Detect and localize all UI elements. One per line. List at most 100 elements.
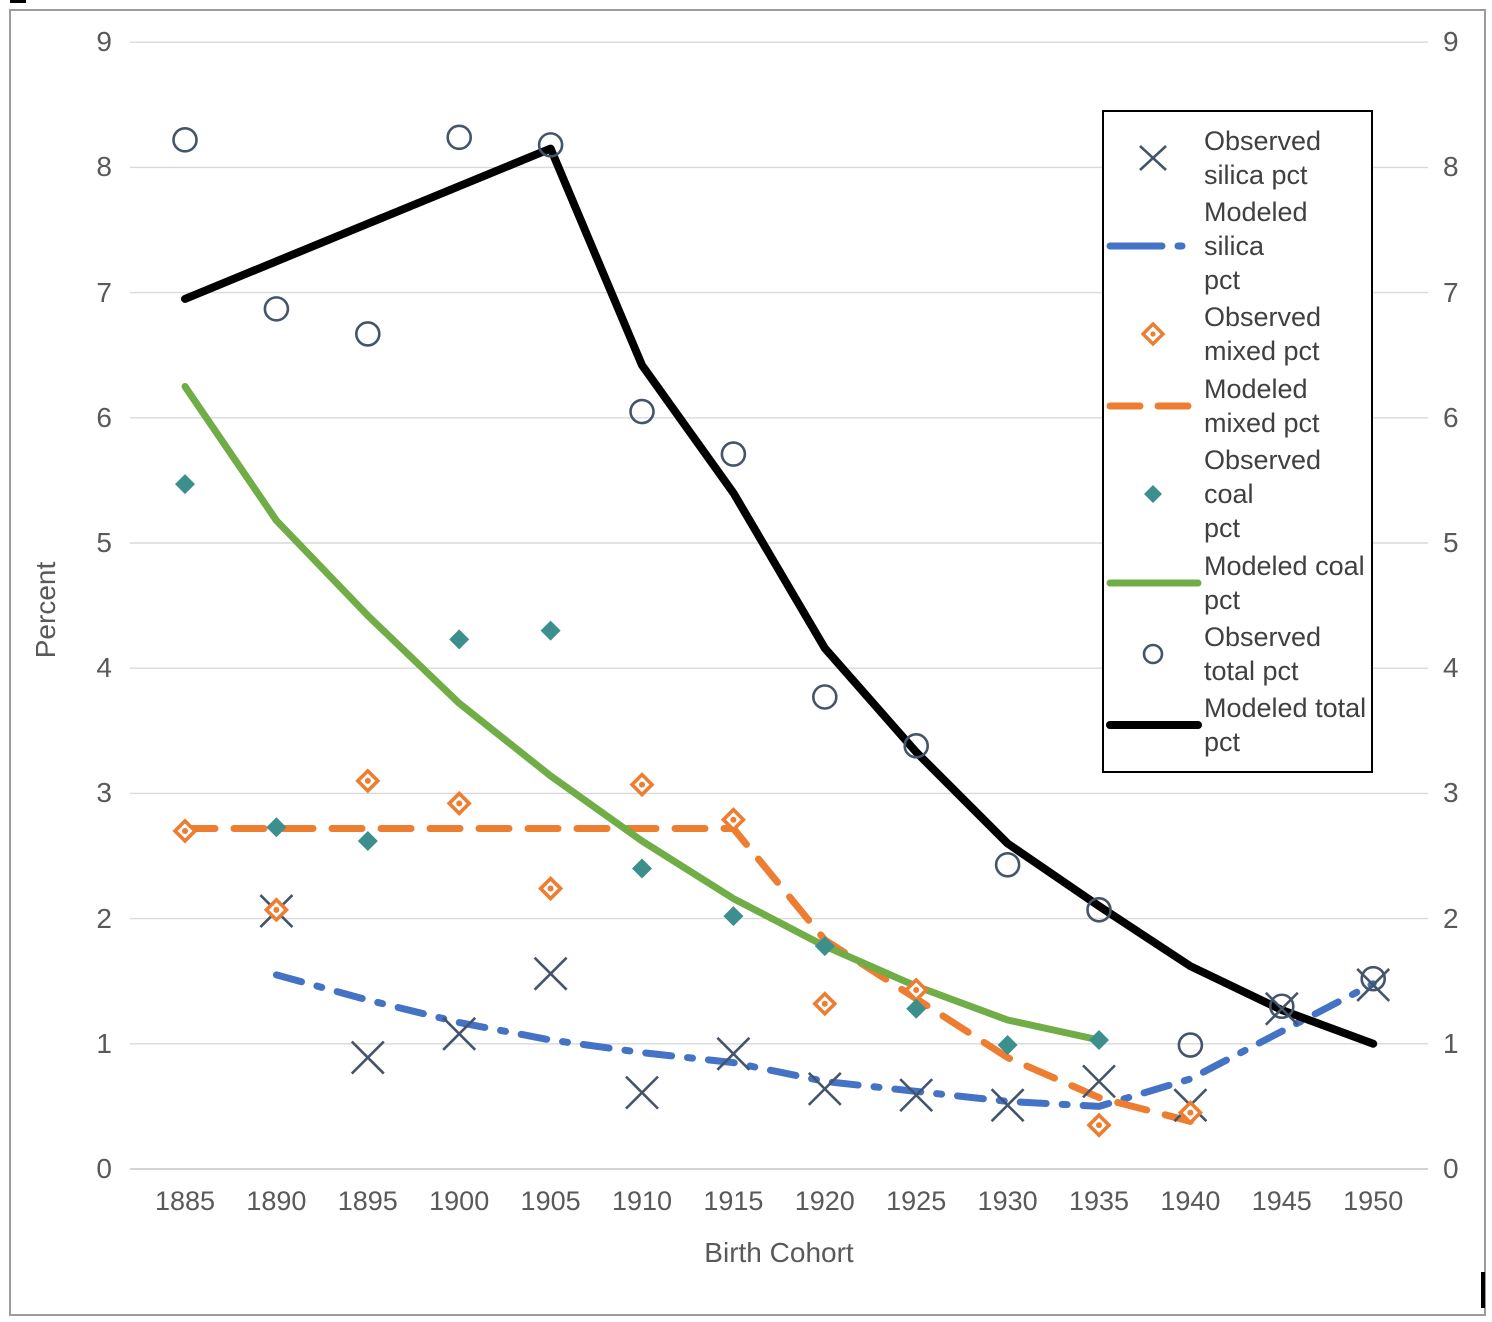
series-line-modeled-mixed <box>181 825 1194 1125</box>
y-axis-tick-label-left-5: 5 <box>96 527 112 558</box>
legend-marker-modeled-mixed <box>1106 402 1202 410</box>
legend-item-label: Modeled mixed pct <box>1204 373 1320 438</box>
marker-observed-silica <box>899 1078 934 1113</box>
x-axis-tick-label-1925: 1925 <box>886 1186 947 1216</box>
legend-item-observed-silica[interactable]: Observed silica pct <box>1104 124 1371 192</box>
y-axis-tick-label-left-7: 7 <box>96 276 112 308</box>
legend-item-label: Modeled coal pct <box>1204 550 1365 615</box>
marker-observed-silica <box>533 956 568 991</box>
marker-observed-mixed <box>263 897 289 923</box>
x-axis-tick-label-1910: 1910 <box>611 1186 673 1216</box>
marker-observed-mixed <box>1086 1112 1112 1138</box>
y-axis-tick-label-left-1: 1 <box>96 1027 112 1059</box>
legend-marker-observed-total <box>1142 643 1164 665</box>
marker-observed-silica <box>1264 991 1299 1026</box>
y-axis-tick-label-right-2: 2 <box>1443 902 1459 934</box>
x-axis-tick-label-1890: 1890 <box>246 1186 307 1216</box>
y-axis-tick-label-left-6: 6 <box>96 401 112 433</box>
marker-observed-total <box>1360 965 1386 992</box>
marker-observed-mixed <box>446 790 472 816</box>
x-axis-tick-label-1895: 1895 <box>337 1186 398 1216</box>
series-line-modeled-total <box>181 144 1378 1048</box>
x-axis-tick-label-1935: 1935 <box>1068 1186 1130 1216</box>
marker-observed-silica <box>442 1016 477 1051</box>
legend-item-label: Observed mixed pct <box>1204 302 1322 367</box>
marker-observed-total <box>720 441 747 467</box>
marker-observed-coal <box>1089 1030 1109 1051</box>
y-axis-tick-label-left-2: 2 <box>96 902 112 934</box>
marker-observed-coal <box>540 620 561 641</box>
screenshot-artifact-top-left <box>10 0 26 3</box>
y-axis-tick-label-right-3: 3 <box>1443 777 1459 809</box>
y-axis-tick-label-left-3: 3 <box>96 777 112 809</box>
marker-observed-total <box>263 296 290 322</box>
marker-observed-silica <box>990 1088 1025 1123</box>
legend-item-label: Modeled silica pct <box>1204 197 1308 296</box>
x-axis-tick-label-1945: 1945 <box>1251 1186 1312 1216</box>
x-axis-tick-label-1940: 1940 <box>1160 1186 1221 1216</box>
marker-observed-coal <box>906 998 927 1019</box>
y-axis-tick-label-left-4: 4 <box>96 652 112 684</box>
marker-observed-total <box>629 398 655 425</box>
x-axis-tick-label-1950: 1950 <box>1343 1186 1404 1216</box>
x-axis-tick-label-1900: 1900 <box>429 1186 490 1216</box>
marker-observed-silica <box>807 1071 842 1106</box>
y-axis-tick-label-right-0: 0 <box>1443 1153 1459 1184</box>
marker-observed-mixed <box>812 991 838 1017</box>
y-axis-tick-label-right-1: 1 <box>1443 1027 1459 1059</box>
marker-observed-mixed <box>1177 1100 1203 1126</box>
marker-observed-mixed <box>629 772 655 798</box>
legend-item-modeled-mixed[interactable]: Modeled mixed pct <box>1104 372 1371 440</box>
legend-marker-modeled-total <box>1106 721 1202 730</box>
y-axis-tick-label-right-4: 4 <box>1443 652 1459 684</box>
marker-observed-total <box>172 127 198 153</box>
marker-observed-total <box>994 851 1021 878</box>
marker-observed-silica <box>716 1036 751 1071</box>
y-axis-title: Percent <box>30 561 61 659</box>
legend-marker-observed-silica <box>1139 144 1167 171</box>
marker-observed-total <box>1269 993 1295 1020</box>
y-axis-tick-label-right-8: 8 <box>1443 151 1459 183</box>
legend-marker-modeled-silica <box>1106 242 1202 250</box>
legend-item-observed-mixed[interactable]: Observed mixed pct <box>1104 300 1371 368</box>
marker-observed-coal <box>175 474 195 495</box>
legend-item-label: Observed coal pct <box>1204 445 1322 544</box>
series-line-modeled-coal <box>181 383 1103 1044</box>
marker-observed-total <box>354 321 381 347</box>
marker-observed-total <box>811 684 838 710</box>
legend-marker-observed-coal <box>1144 485 1162 504</box>
marker-observed-coal <box>266 817 287 838</box>
marker-observed-total <box>903 733 930 759</box>
x-axis-tick-label-1920: 1920 <box>794 1186 855 1216</box>
y-axis-tick-label-left-8: 8 <box>96 151 112 183</box>
legend-item-modeled-silica[interactable]: Modeled silica pct <box>1104 195 1371 297</box>
legend-item-modeled-coal[interactable]: Modeled coal pct <box>1104 549 1371 617</box>
marker-observed-mixed <box>172 818 198 844</box>
y-axis-tick-label-left-9: 9 <box>96 26 112 58</box>
marker-observed-silica <box>1082 1064 1116 1099</box>
legend-marker-observed-mixed <box>1140 322 1166 347</box>
marker-observed-total <box>446 124 473 151</box>
legend-box[interactable]: Observed silica pct Modeled silica pct Obser… <box>1102 110 1373 773</box>
marker-observed-mixed <box>355 768 381 794</box>
y-axis-tick-label-right-6: 6 <box>1443 401 1459 433</box>
screenshot-artifact-bottom-right <box>1481 1272 1485 1308</box>
legend-item-observed-coal[interactable]: Observed coal pct <box>1104 443 1371 545</box>
y-axis-tick-label-left-0: 0 <box>96 1153 112 1184</box>
marker-observed-coal <box>814 936 835 957</box>
marker-observed-coal <box>449 629 470 650</box>
legend-item-modeled-total[interactable]: Modeled total pct <box>1104 691 1371 759</box>
marker-observed-silica <box>625 1075 659 1110</box>
marker-observed-coal <box>997 1035 1018 1056</box>
marker-observed-total <box>537 132 564 158</box>
legend-item-observed-total[interactable]: Observed total pct <box>1104 620 1371 688</box>
legend-marker-modeled-coal <box>1106 579 1202 587</box>
y-axis-tick-label-right-9: 9 <box>1443 26 1459 58</box>
series-line-modeled-silica <box>272 971 1377 1110</box>
x-axis-tick-label-1915: 1915 <box>703 1186 764 1216</box>
marker-observed-coal <box>723 906 744 927</box>
marker-observed-coal <box>632 858 652 879</box>
marker-observed-total <box>1177 1032 1204 1058</box>
x-axis-tick-label-1930: 1930 <box>977 1186 1038 1216</box>
